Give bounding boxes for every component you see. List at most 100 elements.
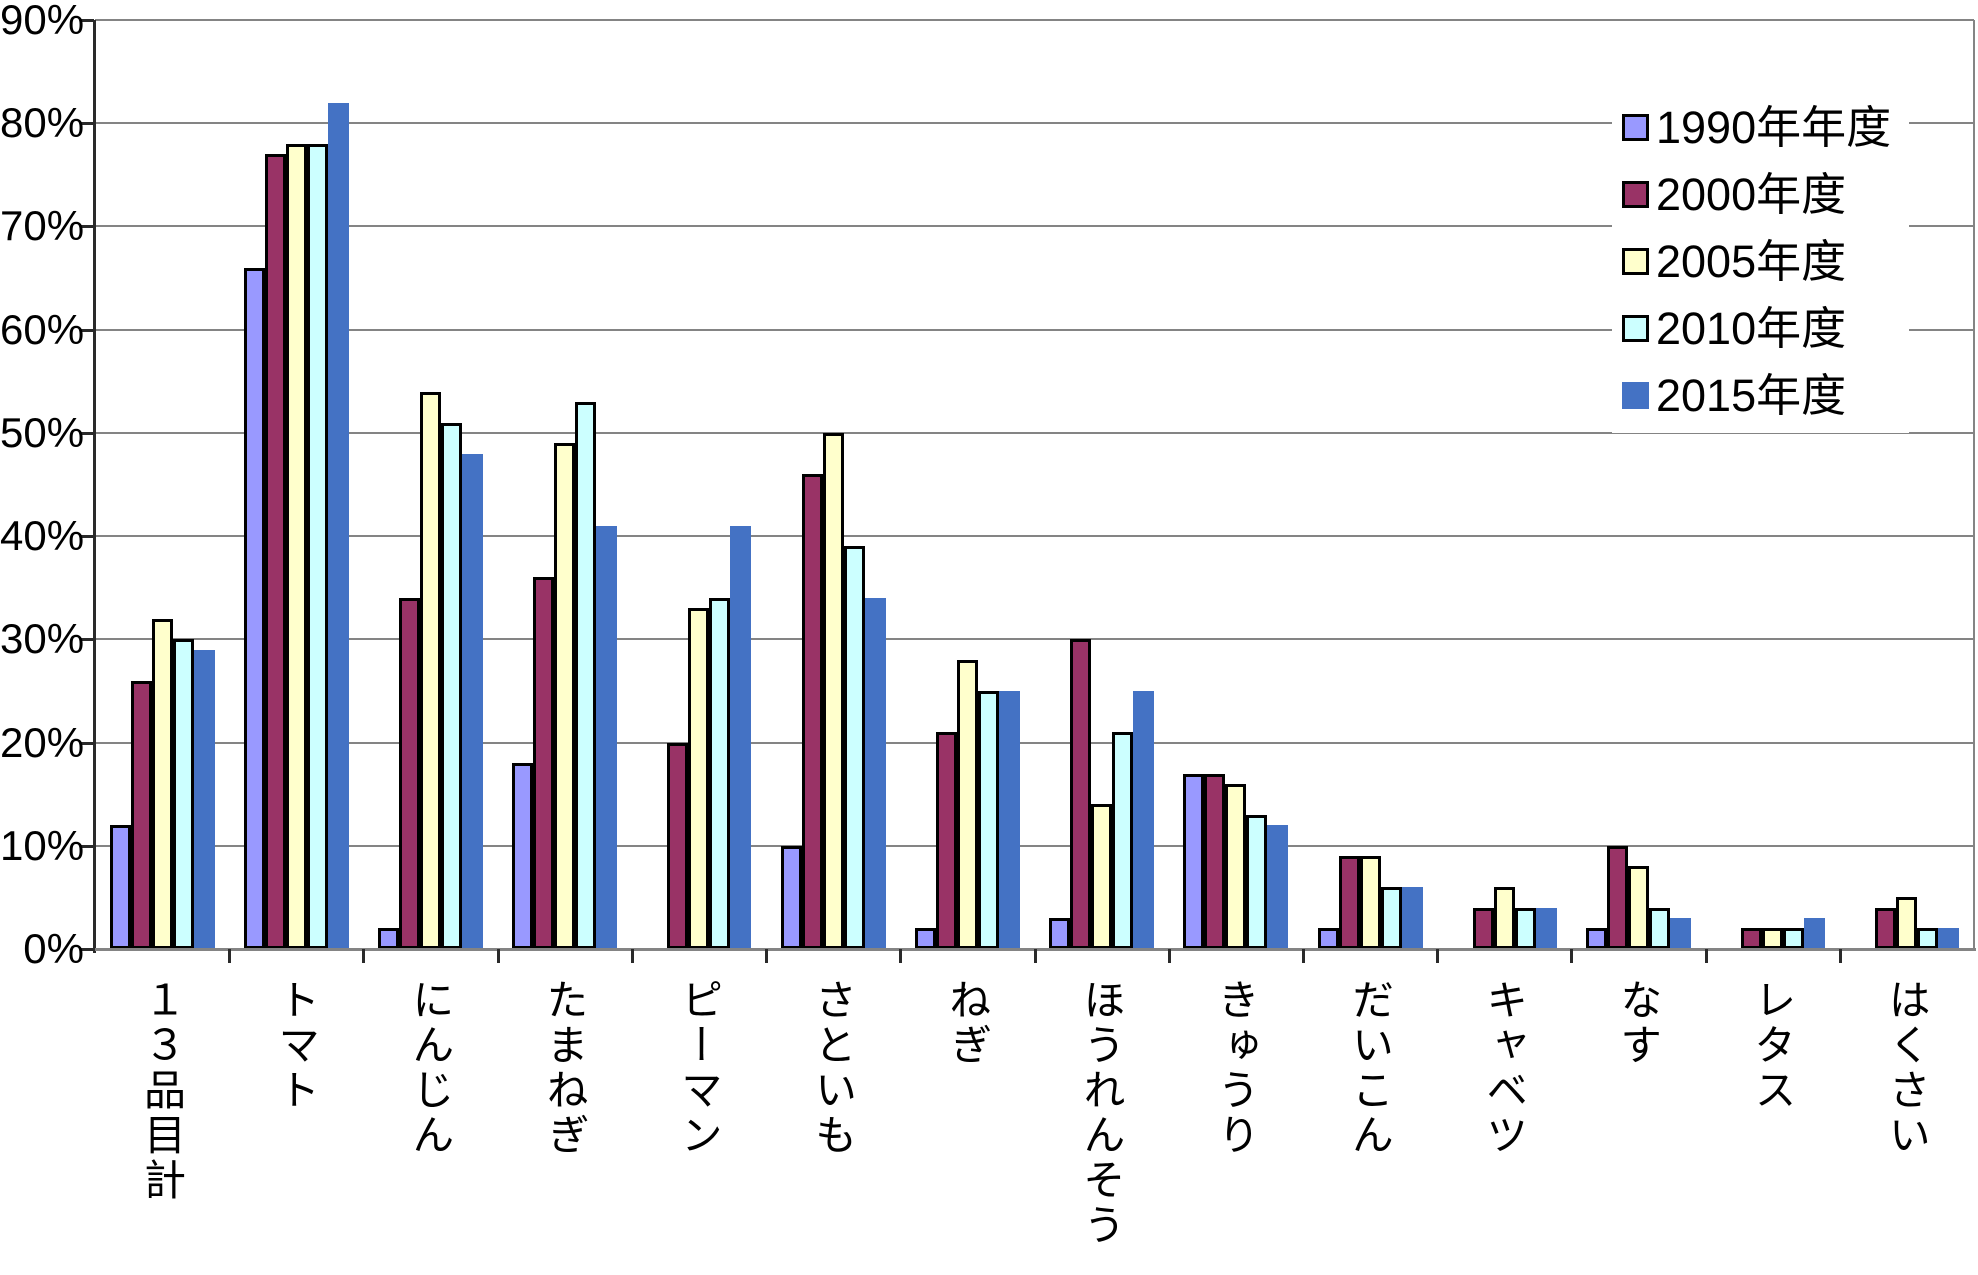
bar-2000年度-はくさい xyxy=(1875,907,1897,949)
gridline xyxy=(95,535,1974,538)
x-category-label: きゅうり xyxy=(1212,978,1260,1158)
bar-2010年度-ねぎ xyxy=(977,690,999,949)
y-axis-tick xyxy=(81,431,94,435)
bar-2005年度-だいこん xyxy=(1359,856,1381,949)
y-axis-tick xyxy=(81,328,94,332)
y-tick-label: 70% xyxy=(0,202,85,250)
bar-2015年度-キャベツ xyxy=(1535,907,1557,949)
legend-label: 2005年度 xyxy=(1656,236,1847,287)
bar-2015年度-なす xyxy=(1669,918,1691,949)
x-axis-tick xyxy=(630,949,634,963)
bar-1990年年度-トマト xyxy=(243,267,265,949)
x-axis-tick xyxy=(1301,949,1305,963)
x-category-label: にんじん xyxy=(406,978,454,1158)
x-axis-tick xyxy=(1436,949,1440,963)
bar-2005年度-さといも xyxy=(822,432,844,949)
legend-item: 2010年度 xyxy=(1622,295,1891,362)
bar-2010年度-１３品目計 xyxy=(172,639,194,949)
y-tick-label: 40% xyxy=(0,512,85,560)
bar-2005年度-なす xyxy=(1627,866,1649,949)
y-tick-label: 90% xyxy=(0,0,85,43)
bar-2000年度-レタス xyxy=(1741,928,1763,949)
legend-item: 2005年度 xyxy=(1622,228,1891,295)
x-axis-tick xyxy=(228,949,232,963)
y-axis-tick xyxy=(81,948,94,951)
bar-2010年度-ピーマン xyxy=(709,598,731,949)
x-category-label: レタス xyxy=(1749,978,1797,1113)
bar-2000年度-ピーマン xyxy=(667,742,689,949)
x-category-label: トマト xyxy=(272,978,320,1113)
bar-2000年度-さといも xyxy=(801,474,823,949)
bar-2005年度-にんじん xyxy=(420,391,442,949)
bar-2005年度-ほうれんそう xyxy=(1091,804,1113,949)
bar-2015年度-トマト xyxy=(327,102,349,949)
x-category-label: キャベツ xyxy=(1480,978,1528,1158)
y-tick-label: 30% xyxy=(0,615,85,663)
bar-1990年年度-ほうれんそう xyxy=(1049,918,1071,949)
bar-2000年度-たまねぎ xyxy=(533,577,555,949)
legend-label: 1990年年度 xyxy=(1656,102,1892,153)
y-tick-label: 80% xyxy=(0,99,85,147)
y-axis-tick xyxy=(81,638,94,642)
gridline xyxy=(95,328,1974,331)
gridline xyxy=(95,19,1974,21)
bar-2005年度-トマト xyxy=(285,143,307,949)
x-category-label: ピーマン xyxy=(675,978,723,1158)
legend-swatch-2010年度 xyxy=(1622,315,1649,342)
bar-2010年度-レタス xyxy=(1783,928,1805,949)
gridline xyxy=(95,638,1974,641)
bar-2010年度-さといも xyxy=(843,546,865,949)
bar-2000年度-きゅうり xyxy=(1204,773,1226,949)
x-axis-tick xyxy=(362,949,366,963)
x-category-label: １３品目計 xyxy=(138,978,186,1203)
y-axis-line xyxy=(93,20,96,953)
x-axis-tick xyxy=(765,949,769,963)
bar-2015年度-１３品目計 xyxy=(193,649,215,949)
bar-2005年度-きゅうり xyxy=(1225,783,1247,949)
bar-2005年度-はくさい xyxy=(1896,897,1918,949)
y-tick-label: 20% xyxy=(0,718,85,766)
legend-item: 2015年度 xyxy=(1622,362,1891,429)
y-tick-label: 10% xyxy=(0,821,85,869)
plot-right-border xyxy=(1973,20,1975,949)
bar-2000年度-なす xyxy=(1606,845,1628,949)
x-category-label: ねぎ xyxy=(943,978,991,1068)
y-tick-label: 50% xyxy=(0,408,85,456)
legend-item: 2000年度 xyxy=(1622,161,1891,228)
bar-2005年度-たまねぎ xyxy=(554,443,576,949)
legend-swatch-2005年度 xyxy=(1622,248,1649,275)
bar-2015年度-さといも xyxy=(864,598,886,949)
x-category-label: たまねぎ xyxy=(541,978,589,1158)
bar-2000年度-トマト xyxy=(264,154,286,949)
gridline xyxy=(95,741,1974,744)
legend-label: 2000年度 xyxy=(1656,169,1847,220)
legend-swatch-2000年度 xyxy=(1622,181,1649,208)
bar-2005年度-ねぎ xyxy=(956,659,978,949)
y-axis-tick xyxy=(81,741,94,745)
bar-1990年年度-きゅうり xyxy=(1183,773,1205,949)
bar-2000年度-１３品目計 xyxy=(130,680,152,949)
bar-2010年度-トマト xyxy=(306,143,328,949)
bar-2010年度-なす xyxy=(1648,907,1670,949)
y-axis-tick xyxy=(81,122,94,126)
bar-2015年度-はくさい xyxy=(1938,928,1960,949)
y-axis-tick xyxy=(81,535,94,539)
y-axis-tick xyxy=(81,844,94,848)
bar-2010年度-にんじん xyxy=(441,422,463,949)
bar-2005年度-１３品目計 xyxy=(151,618,173,949)
bar-2015年度-ほうれんそう xyxy=(1133,690,1155,949)
bar-2010年度-キャベツ xyxy=(1514,907,1536,949)
bar-2010年度-きゅうり xyxy=(1246,814,1268,949)
legend: 1990年年度 2000年度 2005年度 2010年度 2015年度 xyxy=(1612,90,1910,433)
y-tick-label: 60% xyxy=(0,305,85,353)
bar-2000年度-キャベツ xyxy=(1472,907,1494,949)
y-axis-tick xyxy=(81,19,94,22)
bar-2015年度-きゅうり xyxy=(1267,825,1289,949)
legend-swatch-1990年年度 xyxy=(1622,114,1649,141)
bar-2015年度-ピーマン xyxy=(730,525,752,949)
bar-2010年度-はくさい xyxy=(1917,928,1939,949)
bar-2015年度-だいこん xyxy=(1401,887,1423,949)
x-category-label: さといも xyxy=(809,978,857,1158)
y-tick-label: 0% xyxy=(23,925,84,972)
